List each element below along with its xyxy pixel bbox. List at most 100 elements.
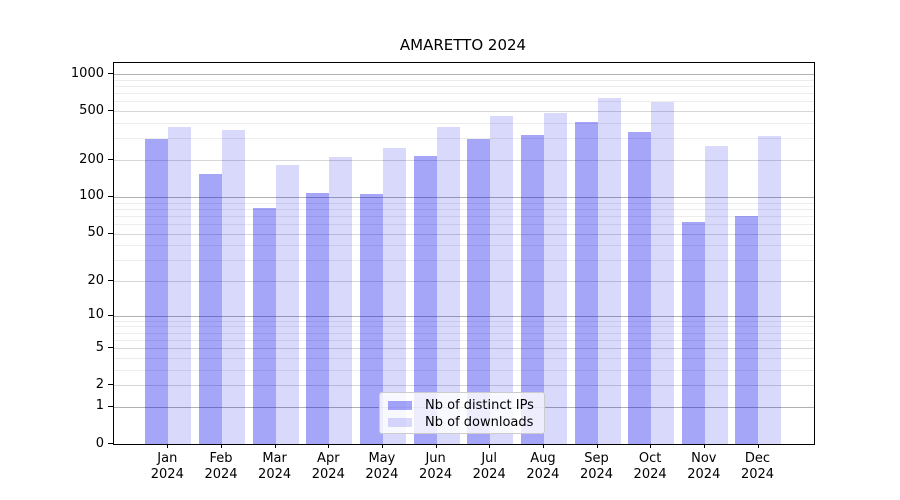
- y-tick-mark: [108, 232, 113, 234]
- bar-downloads: [704, 146, 728, 444]
- bar-distinct-ips: [252, 208, 276, 444]
- x-tick-label: Mar 2024: [258, 451, 292, 482]
- x-tick-mark: [757, 444, 759, 448]
- y-tick-mark: [108, 347, 113, 349]
- y-tick-mark: [108, 405, 113, 407]
- bar-distinct-ips: [467, 139, 491, 444]
- gridline-minor: [114, 123, 814, 125]
- y-tick-label: 0: [95, 435, 104, 451]
- y-tick-label: 500: [79, 102, 104, 118]
- bar-downloads: [543, 112, 567, 444]
- bar-distinct-ips: [574, 121, 598, 444]
- bar-downloads: [651, 102, 675, 444]
- gridline-mid: [114, 233, 814, 235]
- x-tick-label: Oct 2024: [633, 451, 667, 482]
- y-tick-mark: [108, 195, 113, 197]
- bar-distinct-ips: [735, 215, 759, 444]
- bar-downloads: [436, 127, 460, 444]
- bar-downloads: [275, 165, 299, 444]
- chart-title: AMARETTO 2024: [399, 36, 527, 54]
- gridline-minor: [114, 332, 814, 334]
- x-tick-label: Jun 2024: [419, 451, 453, 482]
- x-tick-label: Dec 2024: [740, 451, 775, 482]
- y-tick-mark: [108, 73, 113, 75]
- y-tick-label: 50: [87, 225, 104, 240]
- gridline-mid: [114, 160, 814, 161]
- gridline-minor: [114, 202, 814, 204]
- y-tick-label: 20: [87, 272, 104, 288]
- gridline-minor: [114, 245, 814, 247]
- gridline-minor: [114, 369, 814, 371]
- bar-downloads: [168, 126, 192, 444]
- bar-downloads: [758, 135, 782, 444]
- x-tick-label: Jul 2024: [472, 451, 506, 482]
- x-tick-mark: [542, 444, 544, 448]
- gridline-mid: [114, 281, 814, 282]
- gridline-mid: [114, 348, 814, 350]
- x-tick-label: Aug 2024: [526, 451, 560, 482]
- bar-downloads: [382, 147, 406, 444]
- gridline-minor: [114, 93, 814, 95]
- legend-item-downloads: Nb of downloads: [388, 414, 544, 431]
- gridline-mid: [114, 385, 814, 387]
- gridline-major: [114, 196, 814, 198]
- legend-swatch-distinct-ips: [388, 401, 412, 410]
- bar-downloads: [329, 156, 353, 444]
- y-tick-label: 1000: [70, 65, 104, 81]
- gridline-mid: [114, 111, 814, 113]
- y-tick-label: 10: [87, 307, 104, 323]
- gridline-major: [114, 74, 814, 76]
- x-tick-mark: [435, 444, 437, 448]
- plot-area: Nb of distinct IPs Nb of downloads: [113, 62, 815, 445]
- bar-distinct-ips: [306, 192, 330, 444]
- x-tick-mark: [489, 444, 491, 448]
- legend-label-distinct-ips: Nb of distinct IPs: [425, 397, 534, 413]
- y-tick-mark: [108, 384, 113, 386]
- x-tick-label: Sep 2024: [579, 451, 614, 482]
- y-tick-label: 2: [95, 376, 104, 392]
- bar-distinct-ips: [145, 139, 169, 444]
- bar-distinct-ips: [413, 156, 437, 444]
- x-tick-mark: [596, 444, 598, 448]
- y-tick-label: 5: [95, 339, 104, 355]
- gridline-minor: [114, 215, 814, 217]
- y-tick-label: 1: [95, 398, 104, 414]
- bar-distinct-ips: [520, 135, 544, 444]
- gridline-major: [114, 315, 814, 317]
- gridline-minor: [114, 223, 814, 225]
- gridline-minor: [114, 138, 814, 140]
- gridline-minor: [114, 326, 814, 328]
- x-tick-mark: [274, 444, 276, 448]
- y-tick-mark: [108, 110, 113, 112]
- bar-downloads: [221, 130, 245, 444]
- x-tick-mark: [167, 444, 169, 448]
- y-tick-mark: [108, 280, 113, 281]
- gridline-minor: [114, 86, 814, 87]
- x-tick-label: Jan 2024: [150, 451, 184, 482]
- gridline-minor: [114, 260, 814, 262]
- x-tick-mark: [650, 444, 652, 448]
- x-tick-mark: [221, 444, 222, 448]
- gridline-minor: [114, 208, 814, 210]
- bar-downloads: [597, 97, 621, 444]
- gridline-minor: [114, 79, 814, 81]
- legend-swatch-downloads: [388, 418, 412, 427]
- y-tick-mark: [108, 443, 113, 444]
- bar-distinct-ips: [628, 131, 652, 444]
- x-tick-label: May 2024: [365, 451, 399, 482]
- legend-label-downloads: Nb of downloads: [425, 414, 534, 430]
- legend: Nb of distinct IPs Nb of downloads: [379, 392, 545, 434]
- y-tick-label: 100: [79, 188, 104, 204]
- y-tick-label: 200: [79, 151, 104, 167]
- gridline-minor: [114, 320, 814, 322]
- bar-distinct-ips: [198, 174, 222, 444]
- gridline-minor: [114, 357, 814, 359]
- x-tick-label: Apr 2024: [311, 451, 345, 482]
- x-tick-mark: [328, 444, 330, 448]
- x-tick-label: Feb 2024: [204, 451, 238, 482]
- gridline-minor: [114, 339, 814, 341]
- gridline-minor: [114, 101, 814, 103]
- bar-distinct-ips: [359, 194, 383, 444]
- y-tick-mark: [108, 159, 113, 160]
